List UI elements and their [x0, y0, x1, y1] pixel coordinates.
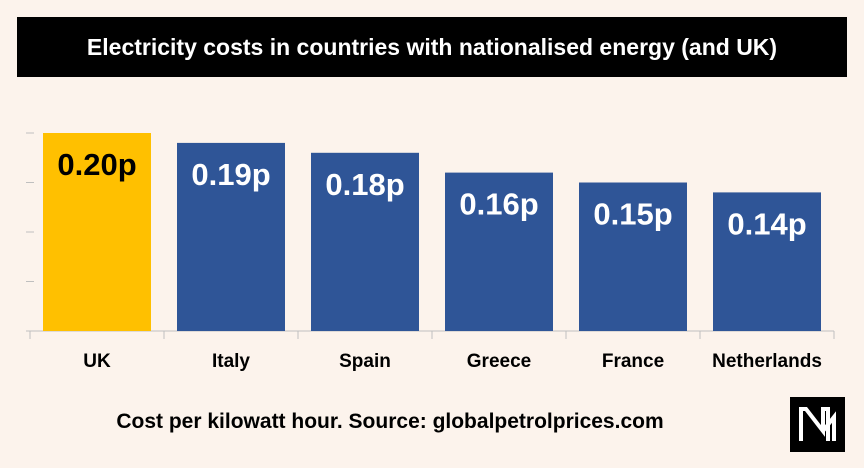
bar-greece — [445, 172, 553, 331]
bars-layer: 0.20p UK 0.19p Italy 0.18p Spain 0.16p Greece 0.… — [43, 133, 822, 372]
data-label-greece: 0.16p — [459, 187, 538, 222]
category-label-netherlands: Netherlands — [712, 351, 822, 372]
data-label-uk: 0.20p — [57, 147, 136, 182]
bar-france — [579, 182, 687, 331]
chart-title: Electricity costs in countries with nati… — [17, 17, 847, 77]
category-label-italy: Italy — [212, 351, 250, 372]
bar-netherlands — [713, 192, 821, 331]
data-label-italy: 0.19p — [191, 157, 270, 192]
data-label-spain: 0.18p — [325, 167, 404, 202]
data-label-france: 0.15p — [593, 197, 672, 232]
data-label-netherlands: 0.14p — [727, 206, 806, 241]
bar-uk — [43, 133, 151, 331]
category-label-greece: Greece — [467, 351, 531, 372]
nm-logo-icon — [790, 397, 845, 452]
category-label-uk: UK — [83, 351, 111, 372]
axis-layer — [26, 132, 835, 339]
category-label-france: France — [602, 351, 664, 372]
bar-chart: 0.20p UK 0.19p Italy 0.18p Spain 0.16p Greece 0.… — [26, 132, 835, 372]
source-note: Cost per kilowatt hour. Source: globalpe… — [116, 410, 664, 433]
category-label-spain: Spain — [339, 351, 391, 372]
bar-italy — [177, 142, 285, 331]
bar-spain — [311, 152, 419, 331]
